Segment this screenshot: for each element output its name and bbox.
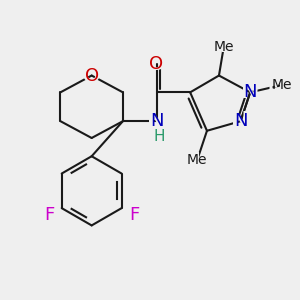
- Text: F: F: [44, 206, 54, 224]
- Text: Me: Me: [268, 76, 296, 94]
- Text: N: N: [243, 83, 257, 101]
- Text: F: F: [129, 206, 139, 224]
- Text: N: N: [147, 111, 166, 131]
- Text: Me: Me: [187, 153, 208, 166]
- Text: O: O: [147, 53, 166, 74]
- Text: Me: Me: [214, 40, 234, 54]
- Text: Me: Me: [210, 38, 238, 56]
- Text: N: N: [241, 82, 260, 102]
- Text: N: N: [231, 111, 250, 131]
- Text: O: O: [85, 67, 99, 85]
- Text: N: N: [150, 112, 163, 130]
- Text: Me: Me: [271, 78, 292, 92]
- Text: N: N: [234, 112, 247, 130]
- Text: F: F: [42, 205, 57, 225]
- Text: F: F: [127, 205, 142, 225]
- Text: H: H: [151, 127, 167, 146]
- Text: Me: Me: [183, 151, 211, 169]
- Text: O: O: [149, 55, 164, 73]
- Text: H: H: [153, 129, 165, 144]
- Text: O: O: [82, 65, 101, 86]
